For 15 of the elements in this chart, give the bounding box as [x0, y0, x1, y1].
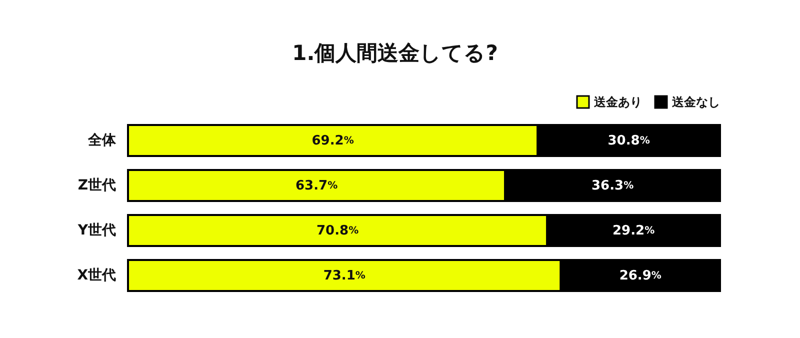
data-label: 30.8% [608, 133, 650, 148]
y-tick-label: Z世代 [78, 178, 116, 194]
legend-label: 送金なし [671, 95, 720, 109]
y-tick-label: 全体 [87, 132, 117, 148]
data-label: 63.7% [295, 178, 338, 193]
data-label: 26.9% [619, 268, 662, 283]
data-label: 73.1% [323, 268, 366, 283]
data-label: 29.2% [612, 223, 655, 238]
chart-title: 1.個人間送金してる? [292, 41, 498, 65]
data-label: 36.3% [591, 178, 634, 193]
y-tick-label: Y世代 [76, 222, 116, 238]
data-label: 70.8% [316, 223, 359, 238]
y-tick-label: X世代 [77, 268, 116, 284]
data-label: 69.2% [312, 133, 354, 148]
legend-label: 送金あり [593, 95, 642, 109]
